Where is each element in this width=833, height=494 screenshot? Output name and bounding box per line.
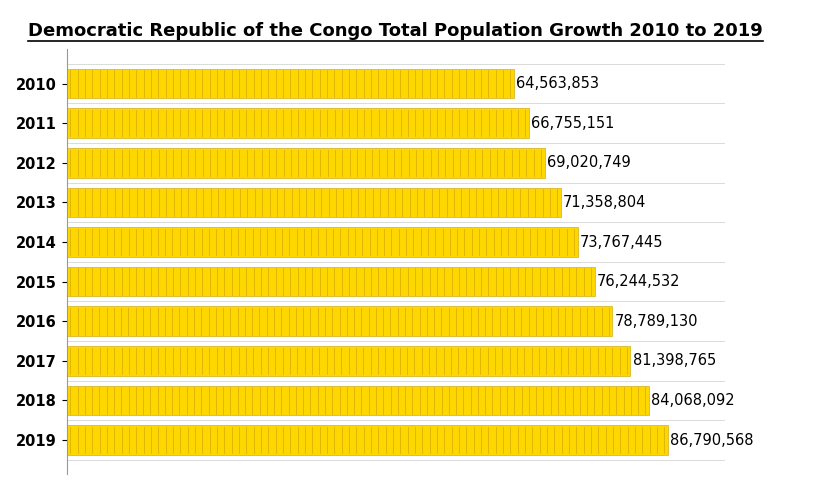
Text: 78,789,130: 78,789,130 — [615, 314, 698, 329]
Bar — [67, 386, 649, 415]
Bar — [67, 306, 612, 336]
Text: 64,563,853: 64,563,853 — [516, 76, 599, 91]
Text: 81,398,765: 81,398,765 — [632, 353, 716, 369]
Bar — [67, 425, 668, 455]
Text: 84,068,092: 84,068,092 — [651, 393, 735, 408]
Title: Democratic Republic of the Congo Total Population Growth 2010 to 2019: Democratic Republic of the Congo Total P… — [28, 22, 763, 40]
Text: 76,244,532: 76,244,532 — [597, 274, 681, 289]
Text: 66,755,151: 66,755,151 — [531, 116, 615, 131]
Bar — [67, 267, 595, 296]
Text: 69,020,749: 69,020,749 — [546, 155, 631, 170]
Text: 73,767,445: 73,767,445 — [580, 235, 663, 249]
Bar — [67, 346, 631, 376]
Bar — [67, 108, 529, 138]
Bar — [67, 69, 514, 98]
Bar — [67, 188, 561, 217]
Text: 86,790,568: 86,790,568 — [670, 433, 753, 448]
Bar — [67, 227, 577, 257]
Text: 71,358,804: 71,358,804 — [563, 195, 646, 210]
Bar — [67, 148, 545, 178]
